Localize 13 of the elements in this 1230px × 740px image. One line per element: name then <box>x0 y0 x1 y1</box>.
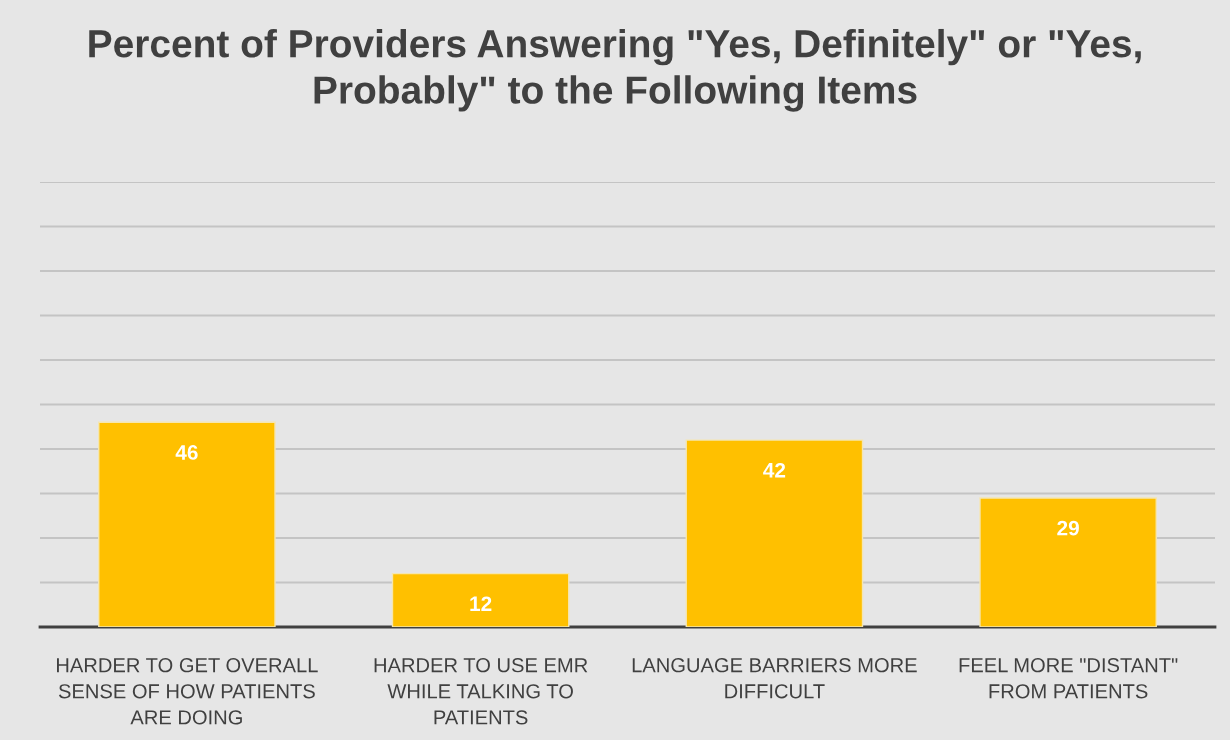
x-tick-label: HARDER TO GET OVERALL SENSE OF HOW PATIENTS ARE DOING <box>57 658 318 725</box>
bar <box>98 421 276 627</box>
x-tick-label: FEEL MORE "DISTANT" FROM PATIENTS <box>959 658 1178 699</box>
chart-title: Percent of Providers Answering "Yes, Definitely" or "Yes, Probably" to the Following Items <box>89 28 1141 112</box>
data-label: 42 <box>763 462 786 478</box>
data-label: 46 <box>175 445 198 460</box>
data-label: 12 <box>470 596 492 611</box>
data-label: 29 <box>1057 520 1079 536</box>
bar <box>979 497 1157 627</box>
x-tick-label: HARDER TO USE EMR WHILE TALKING TO PATIENTS <box>374 658 588 725</box>
bar <box>391 572 570 627</box>
x-tick-label: LANGUAGE BARRIERS MORE DIFFICULT <box>632 658 917 699</box>
bar <box>685 439 864 627</box>
